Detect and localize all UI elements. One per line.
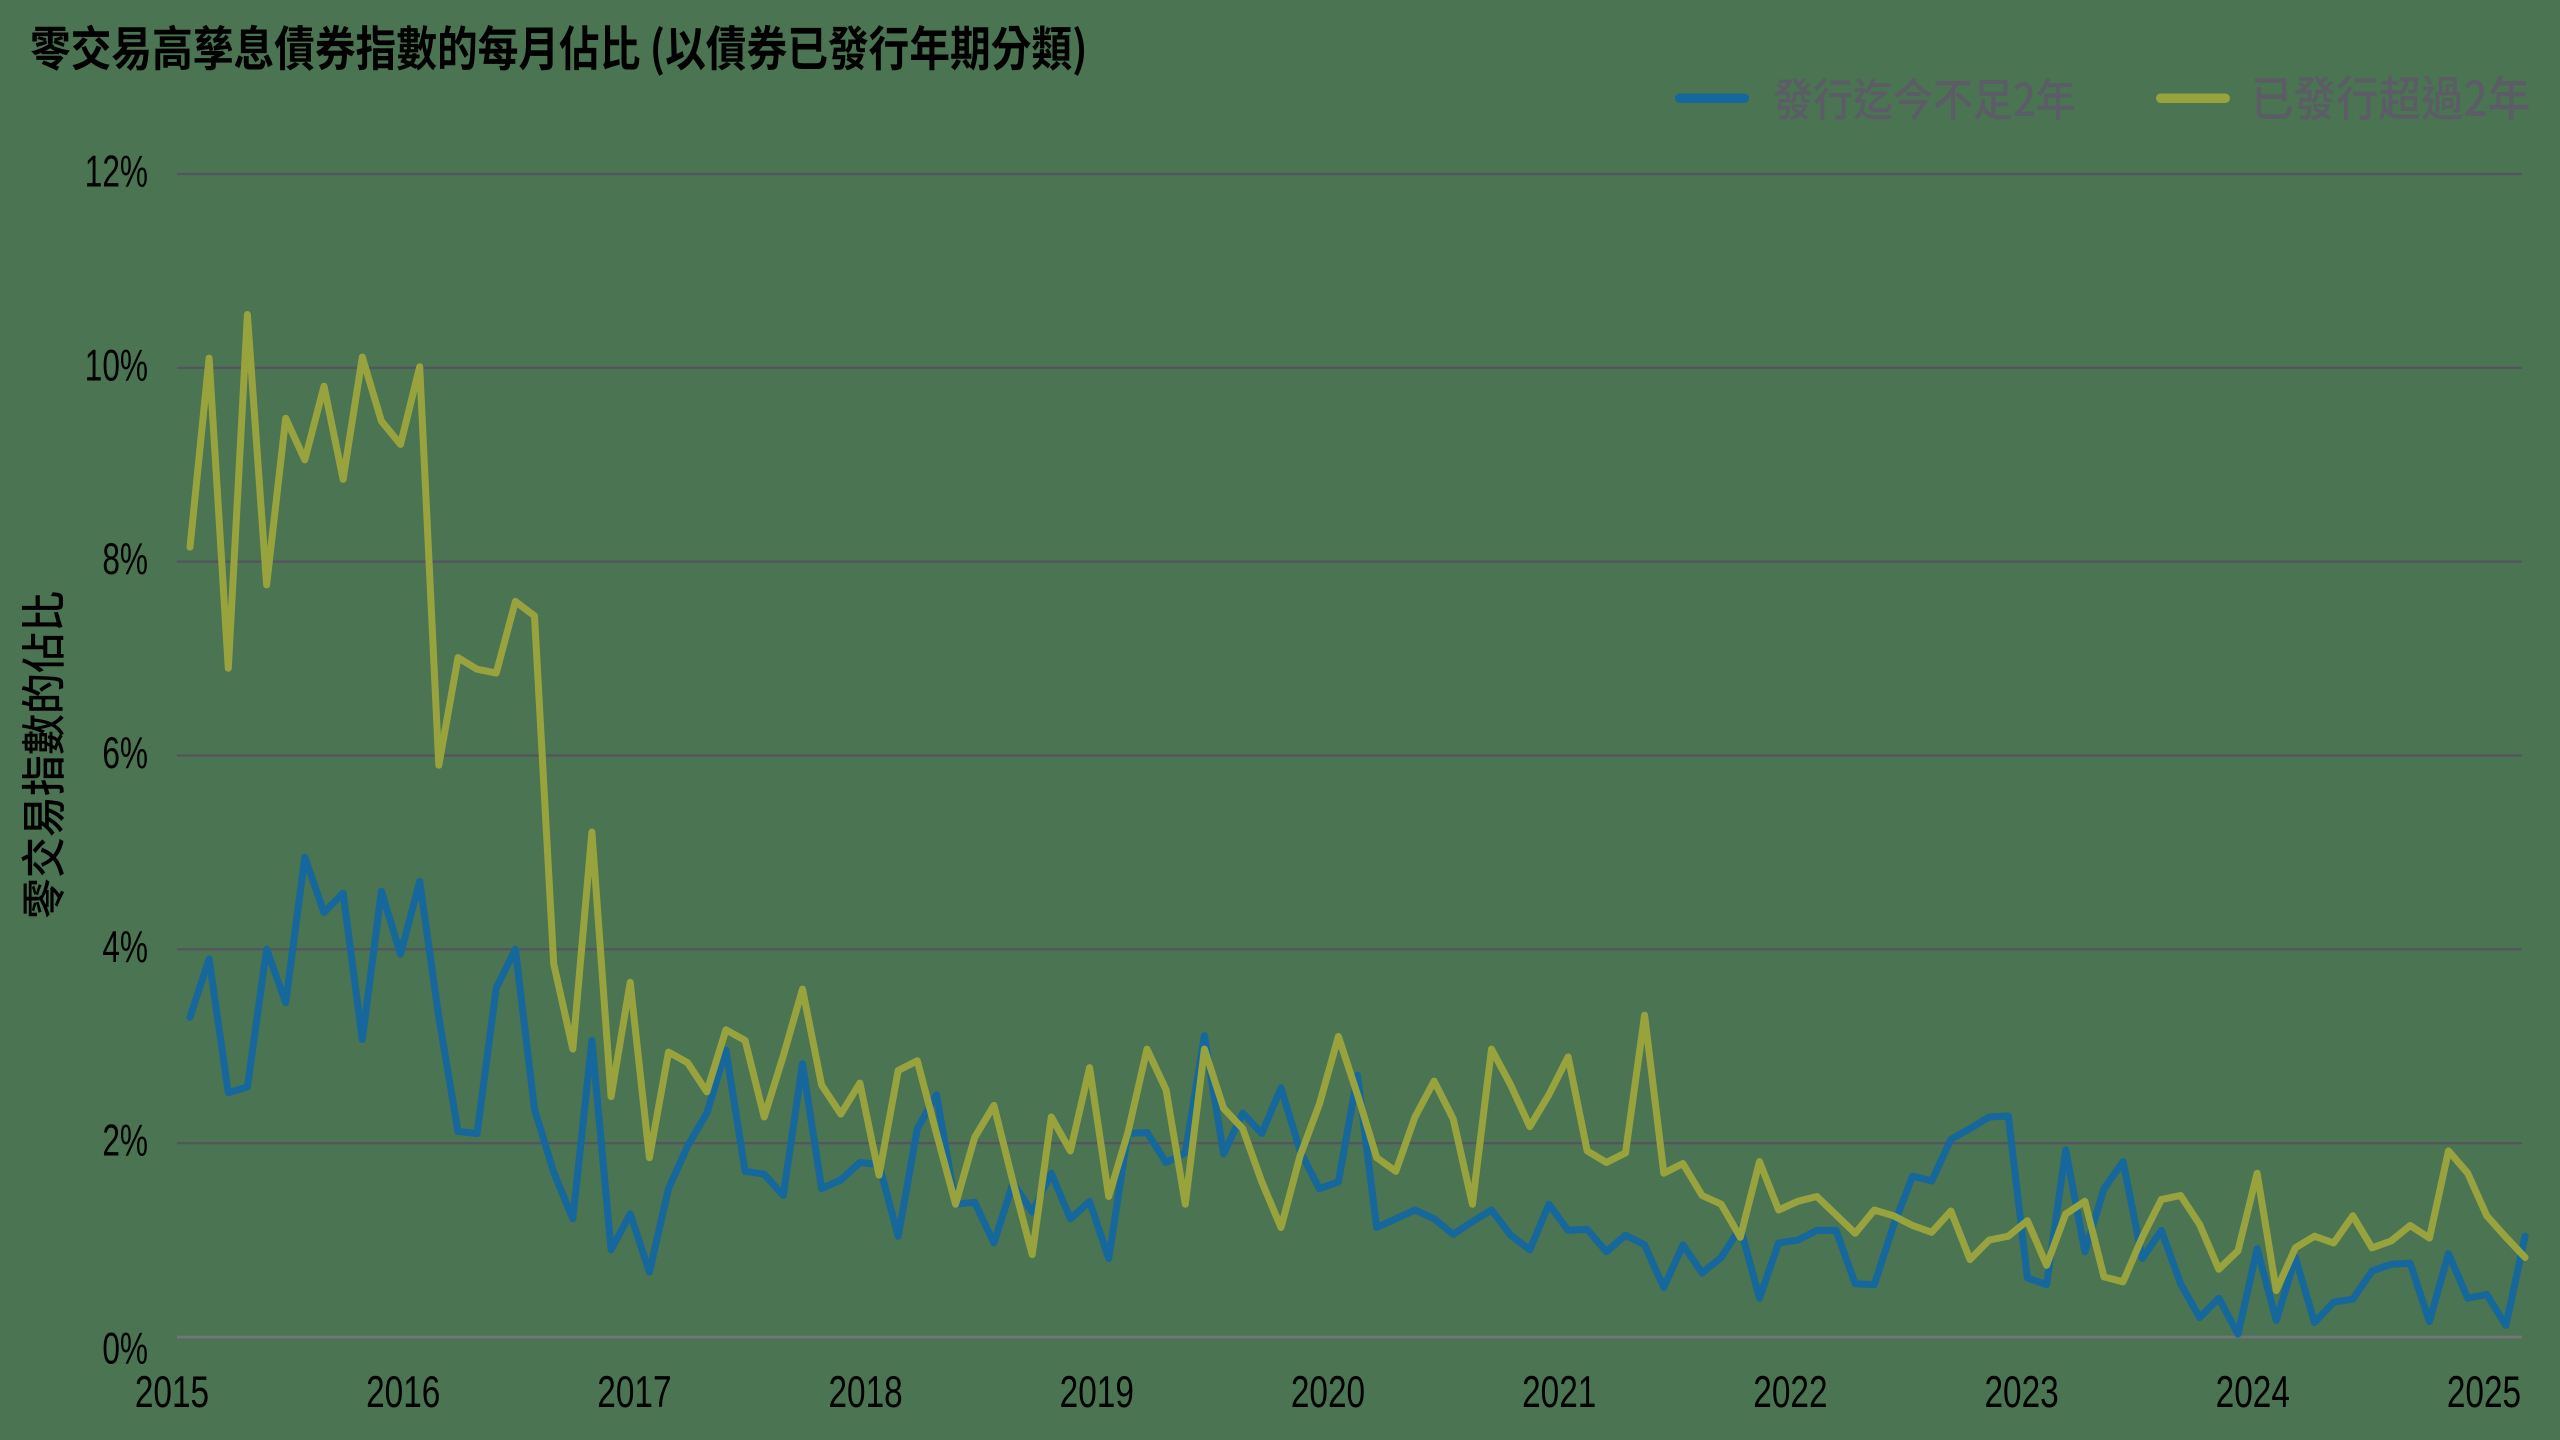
svg-text:2022: 2022 — [1753, 1367, 1827, 1417]
svg-text:4%: 4% — [102, 923, 148, 973]
svg-text:0%: 0% — [102, 1324, 148, 1374]
svg-text:2019: 2019 — [1060, 1367, 1134, 1417]
svg-text:2025: 2025 — [2447, 1367, 2521, 1417]
svg-text:10%: 10% — [85, 341, 148, 391]
svg-text:2024: 2024 — [2216, 1367, 2290, 1417]
svg-text:12%: 12% — [85, 147, 148, 197]
svg-text:2%: 2% — [102, 1116, 148, 1166]
svg-text:2020: 2020 — [1291, 1367, 1365, 1417]
svg-text:2018: 2018 — [828, 1367, 902, 1417]
svg-text:2021: 2021 — [1522, 1367, 1596, 1417]
svg-text:6%: 6% — [102, 729, 148, 779]
svg-text:8%: 8% — [102, 535, 148, 585]
svg-text:2015: 2015 — [135, 1367, 209, 1417]
svg-text:2016: 2016 — [366, 1367, 440, 1417]
svg-text:2017: 2017 — [597, 1367, 671, 1417]
svg-text:2023: 2023 — [1984, 1367, 2058, 1417]
